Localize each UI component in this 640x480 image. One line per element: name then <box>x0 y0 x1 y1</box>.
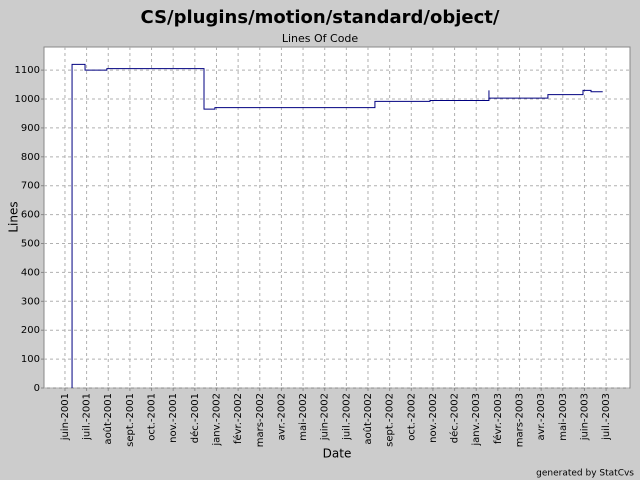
x-tick-label: févr.-2003 <box>492 393 504 444</box>
y-tick-label: 200 <box>21 325 40 336</box>
x-tick-label: juin-2003 <box>579 393 590 441</box>
chart-subtitle: Lines Of Code <box>282 32 359 45</box>
y-tick-label: 400 <box>21 267 40 278</box>
x-tick-label: déc.-2001 <box>189 393 201 443</box>
x-tick-label: janv.-2003 <box>471 393 482 447</box>
x-tick-label: juil.-2001 <box>82 393 93 441</box>
x-tick-label: août-2001 <box>102 393 114 445</box>
x-tick-label: juil.-2003 <box>601 393 612 441</box>
x-tick-label: juin-2002 <box>320 393 331 441</box>
y-tick-label: 1000 <box>15 94 40 105</box>
chart-title: CS/plugins/motion/standard/object/ <box>141 7 500 28</box>
x-tick-label: juil.-2002 <box>341 393 352 441</box>
x-tick-label: juin-2001 <box>60 393 71 441</box>
plot-area <box>43 46 631 389</box>
y-tick-label: 600 <box>21 210 40 221</box>
y-tick-label: 900 <box>21 123 40 134</box>
y-tick-label: 700 <box>21 181 40 192</box>
footer: generated by StatCvs <box>536 469 634 479</box>
x-tick-label: mai-2002 <box>298 393 309 441</box>
x-tick-label: mai-2003 <box>558 393 569 441</box>
y-tick-label: 100 <box>21 354 40 365</box>
y-axis-label: Lines <box>7 201 21 232</box>
x-tick-label: août-2002 <box>362 393 374 445</box>
x-tick-label: nov.-2002 <box>428 393 439 443</box>
x-tick-label: avr.-2002 <box>276 393 287 440</box>
x-tick-label: avr.-2003 <box>536 393 547 440</box>
x-tick-label: mars-2003 <box>515 393 526 447</box>
y-tick-label: 0 <box>34 383 40 394</box>
y-tick-label: 800 <box>21 152 40 163</box>
y-tick-label: 500 <box>21 239 40 250</box>
x-tick-label: oct.-2001 <box>147 393 158 441</box>
x-tick-label: janv.-2002 <box>211 393 222 447</box>
x-tick-label: oct.-2002 <box>406 393 417 441</box>
y-tick-label: 1100 <box>15 65 40 76</box>
x-axis-label: Date <box>323 447 352 461</box>
x-tick-label: mars-2002 <box>255 393 266 447</box>
data-line <box>71 63 603 388</box>
y-tick-label: 300 <box>21 296 40 307</box>
x-tick-label: févr.-2002 <box>232 393 244 444</box>
x-tick-label: nov.-2001 <box>168 393 179 443</box>
x-tick-label: déc.-2002 <box>449 393 461 443</box>
x-tick-label: sept.-2002 <box>385 393 396 447</box>
x-tick-label: sept.-2001 <box>125 393 136 447</box>
